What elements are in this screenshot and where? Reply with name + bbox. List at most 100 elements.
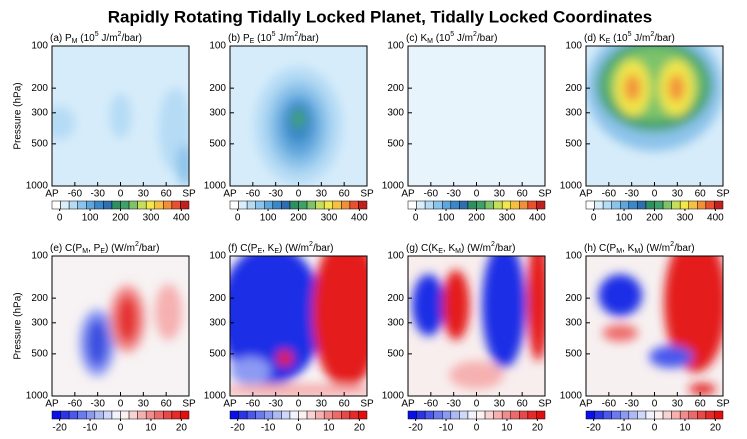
title-part: ) (W/m: [105, 243, 135, 254]
x-tick-label: SP: [182, 189, 196, 200]
title-part: M: [455, 248, 461, 255]
colorbar-tick-label: 200: [468, 213, 485, 224]
colorbar-cell: [332, 200, 342, 210]
title-part: /bar): [121, 33, 142, 44]
y-tick-label: 200: [209, 293, 226, 304]
colorbar-cell: [86, 410, 96, 420]
y-tick-label: 200: [565, 83, 582, 94]
x-tick-label: 0: [474, 189, 480, 200]
title-part: (g) C(K: [406, 243, 439, 254]
x-tick-label: 0: [652, 399, 658, 410]
y-tick-label: 500: [565, 348, 582, 359]
colorbar-cell: [51, 200, 61, 210]
colorbar-cell: [246, 410, 256, 420]
field-shape: [276, 349, 294, 367]
title-part: 5: [628, 31, 632, 38]
colorbar-cell: [416, 200, 426, 210]
title-part: (b) P: [228, 33, 250, 44]
colorbar-cell: [246, 200, 256, 210]
colorbar-cell: [628, 410, 638, 420]
field: [586, 46, 723, 186]
colorbar-cell: [349, 200, 359, 210]
colorbar-cell: [433, 410, 443, 420]
colorbar-cell: [594, 410, 604, 420]
colorbar-tick-label: -10: [83, 423, 98, 434]
x-tick-label: SP: [182, 399, 196, 410]
colorbar-cell: [180, 200, 190, 210]
colorbar-tick-label: 0: [296, 423, 302, 434]
y-tick-label: 100: [31, 251, 48, 262]
colorbar-tick-label: 100: [616, 213, 633, 224]
title-part: /bar): [139, 243, 160, 254]
colorbar-cell: [442, 200, 452, 210]
title-part: E: [257, 248, 262, 255]
field-shapes: [230, 256, 367, 396]
colorbar-cell: [315, 200, 325, 210]
colorbar-tick-label: 10: [323, 423, 335, 434]
field: [52, 46, 189, 186]
colorbar-cell: [679, 410, 689, 420]
title-part: (d) K: [584, 33, 606, 44]
field-shape: [312, 256, 367, 389]
colorbar-cell: [459, 410, 469, 420]
title-part: J/m: [454, 33, 473, 44]
title-part: J/m: [631, 33, 650, 44]
title-part: 2: [650, 31, 654, 38]
colorbar-cell: [594, 200, 604, 210]
colorbar-cell: [467, 200, 477, 210]
x-tick-label: 30: [494, 399, 506, 410]
colorbar-cell: [416, 410, 426, 420]
colorbar-cell: [484, 410, 494, 420]
colorbar-cell: [459, 200, 469, 210]
colorbar-cell: [145, 410, 155, 420]
title-part: (10: [254, 33, 272, 44]
field-shape: [449, 361, 504, 389]
colorbar-tick-label: 10: [679, 423, 691, 434]
x-tick-label: -60: [246, 399, 261, 410]
colorbar-cell: [86, 200, 96, 210]
field: [408, 46, 545, 186]
x-tick-label: 30: [316, 189, 328, 200]
colorbar-cell: [407, 200, 417, 210]
colorbar-cell: [536, 200, 546, 210]
colorbar-cell: [585, 410, 595, 420]
x-tick-label: -60: [602, 189, 617, 200]
colorbar-cell: [620, 200, 630, 210]
colorbar-cell: [476, 410, 486, 420]
field-shape: [664, 256, 723, 373]
colorbar-tick-label: 100: [438, 213, 455, 224]
title-part: M: [634, 248, 640, 255]
title-part: 2: [118, 31, 122, 38]
colorbar-cell: [264, 410, 274, 420]
colorbar-cell: [298, 200, 308, 210]
colorbar-cell: [671, 200, 681, 210]
colorbar-cell: [611, 410, 621, 420]
colorbar-cell: [128, 200, 138, 210]
colorbar-cell: [714, 410, 724, 420]
y-tick-label: 100: [387, 251, 404, 262]
x-tick-label: 60: [517, 189, 529, 200]
colorbar-cell: [171, 410, 181, 420]
x-tick-label: -30: [268, 189, 283, 200]
colorbar-cell: [536, 410, 546, 420]
colorbar-tick-label: 10: [501, 423, 513, 434]
colorbar-tick-label: -10: [439, 423, 454, 434]
colorbar-cell: [120, 200, 130, 210]
panel-title: (b) PE (105 J/m2/bar): [228, 31, 319, 45]
y-tick-label: 200: [31, 293, 48, 304]
colorbar-tick-label: -10: [261, 423, 276, 434]
title-part: , K: [262, 243, 275, 254]
field-shape: [412, 274, 445, 336]
x-tick-label: 60: [161, 189, 173, 200]
colorbar-tick-label: 20: [532, 423, 544, 434]
colorbar-cell: [281, 410, 291, 420]
colorbar-cell: [620, 410, 630, 420]
colorbar-cell: [103, 410, 113, 420]
colorbar-cell: [111, 410, 121, 420]
colorbar-cell: [654, 410, 664, 420]
x-tick-label: -60: [602, 399, 617, 410]
x-tick-label: SP: [538, 189, 552, 200]
colorbar-cell: [697, 410, 707, 420]
title-part: (f) C(P: [228, 243, 258, 254]
